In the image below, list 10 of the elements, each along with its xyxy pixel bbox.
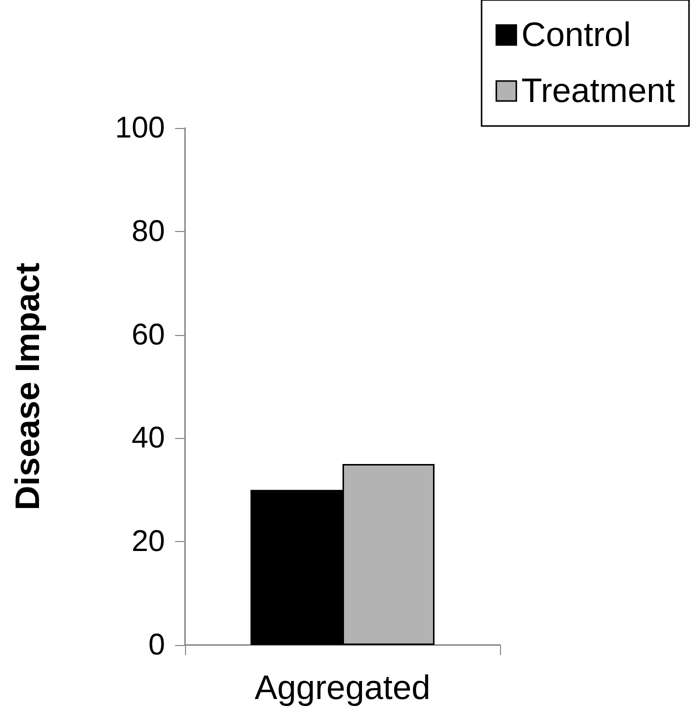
y-tick-label: 20 [132,525,165,558]
x-tick-label: Aggregated [254,669,430,707]
y-tick-label: 0 [148,628,165,662]
legend-label: Control [521,16,631,54]
y-axis-title: Disease Impact [9,262,47,510]
legend-label: Treatment [521,72,676,110]
y-tick-label: 40 [132,422,165,455]
y-tick-label: 100 [114,112,165,144]
y-tick-label: 80 [132,214,165,248]
y-tick-label: 60 [132,318,165,352]
